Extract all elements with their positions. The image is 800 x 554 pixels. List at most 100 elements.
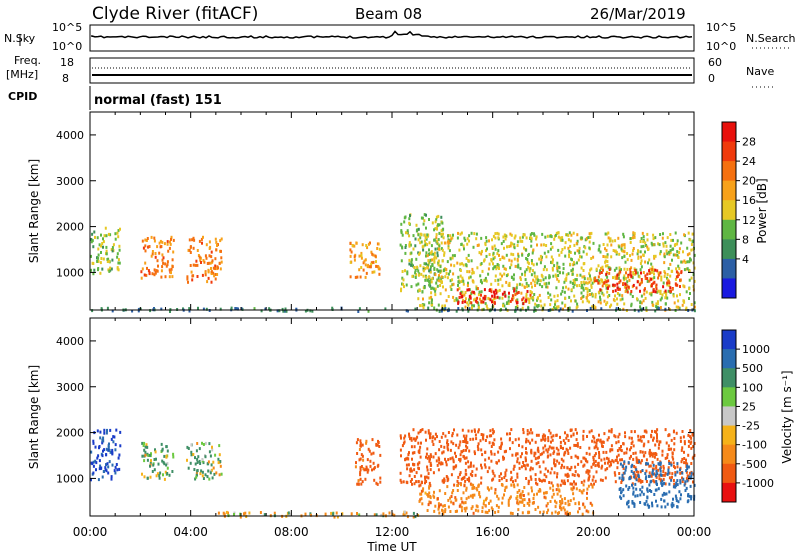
colorbar-swatch (722, 368, 736, 388)
heatmap-cell (623, 274, 626, 278)
heatmap-cell (649, 489, 651, 492)
heatmap-cell (563, 479, 566, 483)
heatmap-cell (472, 245, 475, 249)
heatmap-cell (598, 456, 601, 460)
heatmap-cell (443, 445, 446, 449)
heatmap-region (594, 267, 683, 294)
heatmap-cell (377, 242, 380, 246)
heatmap-cell (527, 297, 529, 301)
heatmap-cell (606, 283, 609, 287)
heatmap-cell (680, 260, 683, 264)
heatmap-cell (364, 263, 367, 267)
heatmap-cell (618, 245, 621, 249)
heatmap-cell (651, 460, 654, 464)
heatmap-cell (671, 505, 674, 509)
heatmap-cell (531, 489, 533, 493)
heatmap-cell (523, 285, 526, 289)
heatmap-cell (645, 499, 648, 503)
heatmap-cell (438, 448, 441, 452)
heatmap-cell (190, 453, 193, 457)
heatmap-cell (653, 455, 656, 459)
heatmap-cell (525, 268, 528, 272)
heatmap-cell (208, 247, 211, 250)
heatmap-cell (91, 232, 94, 236)
heatmap-cell (561, 236, 564, 240)
heatmap-cell (634, 473, 637, 477)
heatmap-cell (468, 449, 471, 453)
heatmap-cell (664, 505, 667, 509)
heatmap-cell (662, 281, 665, 285)
heatmap-cell (477, 430, 480, 434)
heatmap-cell (359, 275, 362, 279)
heatmap-cell (434, 452, 437, 456)
heatmap-cell (675, 305, 678, 309)
heatmap-cell (654, 290, 657, 294)
heatmap-cell (482, 307, 485, 311)
heatmap-cell (199, 258, 202, 262)
heatmap-cell (646, 238, 649, 242)
heatmap-cell (569, 499, 572, 503)
heatmap-cell (162, 261, 165, 265)
heatmap-cell (521, 253, 524, 257)
heatmap-cell (505, 274, 508, 278)
heatmap-cell (399, 243, 402, 247)
heatmap-cell (114, 465, 117, 469)
heatmap-cell (425, 475, 428, 479)
heatmap-cell (199, 256, 202, 260)
heatmap-cell (509, 511, 512, 515)
heatmap-cell (467, 465, 470, 469)
heatmap-cell (516, 291, 519, 295)
heatmap-cell (429, 432, 432, 436)
heatmap-cell (377, 439, 379, 443)
heatmap-cell (446, 441, 448, 445)
heatmap-cell (365, 465, 368, 469)
heatmap-cell (672, 503, 675, 507)
heatmap-cell (355, 441, 358, 445)
velocity-colorbar-label: Velocity [m s⁻¹] (780, 370, 794, 463)
heatmap-cell (685, 486, 688, 490)
heatmap-cell (553, 306, 555, 310)
heatmap-cell (461, 262, 463, 266)
heatmap-cell (646, 279, 649, 283)
heatmap-cell (604, 264, 607, 268)
noise-left-tick-top: 10^5 (52, 21, 82, 34)
heatmap-cell (111, 309, 114, 313)
heatmap-cell (566, 466, 569, 470)
heatmap-cell (465, 488, 468, 492)
heatmap-cell (521, 490, 524, 494)
heatmap-cell (417, 273, 420, 277)
heatmap-cell (478, 492, 481, 496)
heatmap-cell (425, 254, 427, 258)
heatmap-cell (526, 258, 529, 261)
heatmap-cell (493, 293, 496, 297)
heatmap-cell (437, 214, 440, 218)
heatmap-cell (545, 244, 548, 247)
heatmap-cell (400, 229, 403, 233)
heatmap-cell (672, 461, 675, 465)
heatmap-cell (106, 260, 109, 263)
heatmap-cell (172, 250, 175, 254)
heatmap-cell (202, 461, 205, 465)
heatmap-cell (526, 284, 529, 288)
heatmap-cell (634, 482, 637, 486)
heatmap-cell (100, 244, 102, 248)
heatmap-cell (629, 270, 632, 274)
heatmap-cell (626, 280, 629, 284)
heatmap-cell (622, 249, 625, 253)
heatmap-cell (108, 259, 111, 263)
heatmap-cell (573, 294, 576, 298)
heatmap-cell (670, 438, 673, 442)
heatmap-cell (464, 305, 467, 309)
heatmap-cell (619, 458, 622, 462)
heatmap-cell (459, 232, 462, 236)
heatmap-cell (577, 501, 580, 505)
heatmap-cell (644, 250, 646, 254)
heatmap-cell (586, 290, 589, 294)
heatmap-cell (110, 267, 113, 271)
heatmap-cell (521, 500, 524, 504)
heatmap-cell (502, 455, 504, 459)
heatmap-cell (530, 291, 533, 295)
heatmap-cell (641, 280, 643, 284)
heatmap-cell (479, 297, 481, 301)
heatmap-cell (576, 473, 579, 477)
